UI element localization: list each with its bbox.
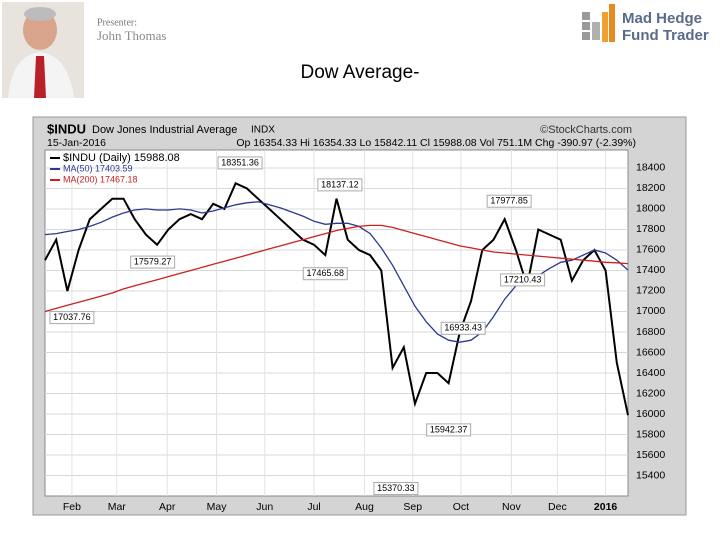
x-tick-label: Aug (355, 501, 374, 513)
y-tick-label: 15800 (636, 428, 665, 440)
date: 15-Jan-2016 (47, 137, 106, 149)
moving-average (44, 224, 629, 313)
annotation-box (130, 255, 176, 269)
annotation-label: 16933.43 (444, 323, 482, 333)
annotation-label: 17977.85 (490, 196, 528, 206)
logo-line2: Fund Trader (622, 27, 709, 44)
y-tick-label: 17400 (636, 264, 665, 276)
index-name: Dow Jones Industrial Average (92, 124, 237, 136)
x-tick-label: Jun (256, 501, 273, 513)
annotation-label: 17465.68 (307, 268, 345, 278)
annotation-label: 18137.12 (321, 179, 359, 189)
symbol: $INDU (47, 121, 86, 136)
presenter-label: Presenter: (97, 17, 137, 28)
y-tick-label: 16800 (636, 326, 665, 338)
presenter-name: John Thomas (97, 28, 166, 43)
annotation-box (426, 423, 472, 437)
logo-line1: Mad Hedge (622, 10, 702, 27)
legend-label: MA(50) 17403.59 (63, 163, 133, 173)
annotation-label: 17037.76 (53, 312, 91, 322)
annotation-label: 15370.33 (377, 483, 415, 493)
y-tick-label: 16200 (636, 387, 665, 399)
x-tick-label: Jul (307, 501, 320, 513)
y-tick-label: 16000 (636, 408, 665, 420)
annotation-box (486, 194, 532, 208)
price-line (44, 181, 629, 416)
y-tick-label: 16600 (636, 346, 665, 358)
y-tick-label: 17800 (636, 223, 665, 235)
x-tick-label: Feb (63, 501, 81, 513)
y-tick-label: 18000 (636, 203, 665, 215)
y-tick-label: 18200 (636, 182, 665, 194)
y-tick-label: 15400 (636, 469, 665, 481)
annotation-label: 17579.27 (134, 256, 172, 266)
exchange: INDX (251, 125, 275, 136)
legend-label: MA(200) 17467.18 (63, 174, 138, 184)
annotation-box (317, 178, 363, 192)
annotation-box (302, 267, 348, 281)
annotation-box (500, 273, 546, 287)
slide-title: Dow Average- (301, 62, 420, 83)
annotation-label: 18351.36 (221, 157, 259, 167)
x-tick-label: 2016 (594, 501, 618, 513)
x-tick-label: Nov (502, 501, 521, 513)
y-tick-label: 18400 (636, 162, 665, 174)
source: ©StockCharts.com (540, 124, 632, 136)
x-tick-label: Dec (548, 501, 567, 513)
x-tick-label: Apr (159, 501, 176, 513)
annotation-label: 15942.37 (430, 424, 468, 434)
legend-label: $INDU (Daily) 15988.08 (63, 152, 180, 164)
x-tick-label: Oct (453, 501, 469, 513)
y-tick-label: 15600 (636, 449, 665, 461)
x-tick-label: May (207, 501, 228, 513)
annotation-label: 17210.43 (504, 274, 542, 284)
annotation-box (373, 482, 419, 496)
y-tick-label: 17000 (636, 305, 665, 317)
annotation-box (217, 156, 263, 170)
y-tick-label: 16400 (636, 367, 665, 379)
annotation-box (440, 321, 486, 335)
annotation-box (49, 311, 95, 325)
x-tick-label: Mar (108, 501, 127, 513)
logo-mark (582, 4, 615, 42)
stats: Op 16354.33 Hi 16354.33 Lo 15842.11 Cl 1… (236, 137, 636, 149)
x-tick-label: Sep (403, 501, 422, 513)
y-tick-label: 17600 (636, 244, 665, 256)
y-tick-label: 17200 (636, 285, 665, 297)
portrait (2, 2, 84, 98)
